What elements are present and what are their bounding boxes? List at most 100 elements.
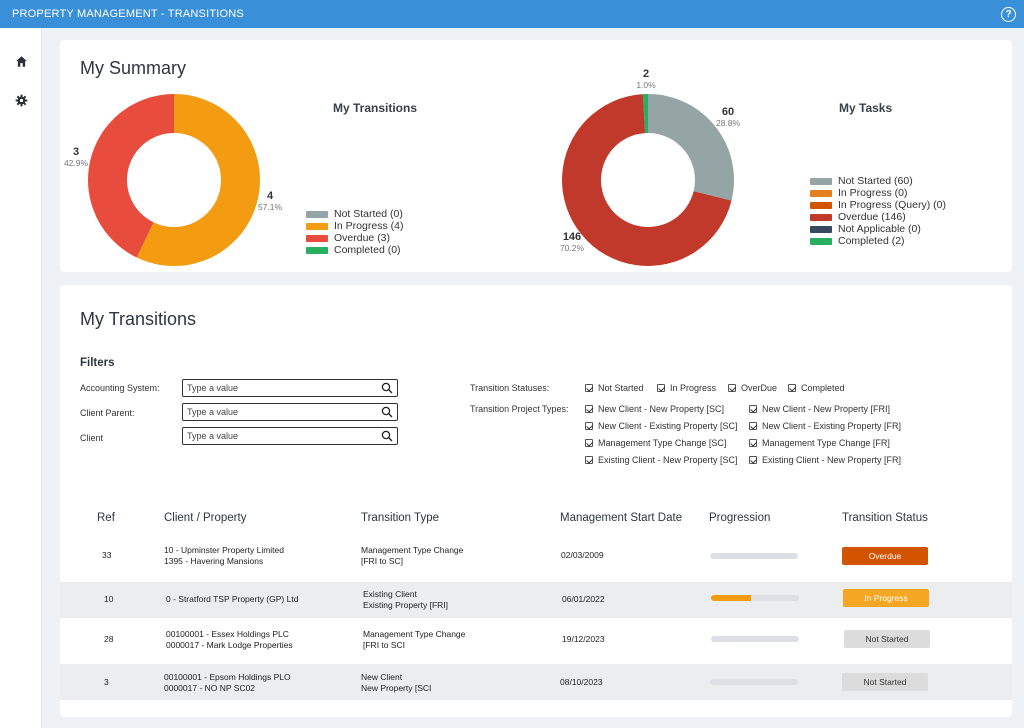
table-row[interactable]: 28 00100001 - Essex Holdings PLC 0000017 … xyxy=(60,620,1012,656)
status-badge[interactable]: Not Started xyxy=(844,630,930,648)
legend-label: Completed (0) xyxy=(334,244,401,256)
checkbox-label: OverDue xyxy=(741,383,778,393)
status-badge[interactable]: Overdue xyxy=(842,547,928,565)
checkbox-icon xyxy=(585,384,593,392)
checkbox-icon xyxy=(585,456,593,464)
status-checkbox-in-progress[interactable]: In Progress xyxy=(657,383,716,393)
checkbox-icon xyxy=(749,439,757,447)
legend-swatch xyxy=(810,237,832,245)
date-cell: 02/03/2009 xyxy=(561,550,604,560)
column-header-progression[interactable]: Progression xyxy=(709,512,771,524)
type-checkbox[interactable]: Management Type Change [FR] xyxy=(749,438,890,448)
donut-slice-overdue[interactable] xyxy=(562,94,732,266)
checkbox-label: Existing Client - New Property [SC] xyxy=(598,455,738,465)
client-field xyxy=(182,427,398,445)
legend-label: Not Applicable (0) xyxy=(838,223,921,235)
legend-item[interactable]: Completed (2) xyxy=(810,235,946,247)
donut-slice-in-progress[interactable] xyxy=(136,94,260,266)
column-header-ref[interactable]: Ref xyxy=(97,512,115,524)
checkbox-icon xyxy=(749,405,757,413)
legend-label: Completed (2) xyxy=(838,235,905,247)
legend-item[interactable]: Completed (0) xyxy=(306,244,403,256)
type-checkbox[interactable]: Management Type Change [SC] xyxy=(585,438,726,448)
checkbox-icon xyxy=(728,384,736,392)
column-header-management-start-date[interactable]: Management Start Date xyxy=(560,512,683,524)
legend-item[interactable]: Not Started (0) xyxy=(306,208,403,220)
legend-item[interactable]: In Progress (0) xyxy=(810,187,946,199)
type-cell: Management Type Change [FRI to SC] xyxy=(361,545,463,567)
legend-swatch xyxy=(306,222,328,230)
date-cell: 06/01/2022 xyxy=(562,594,605,604)
legend-item[interactable]: Overdue (146) xyxy=(810,211,946,223)
legend-swatch xyxy=(306,210,328,218)
progress-bar xyxy=(711,636,799,642)
status-checkbox-overdue[interactable]: OverDue xyxy=(728,383,777,393)
transitions-chart-title: My Transitions xyxy=(333,101,418,115)
help-icon[interactable]: ? xyxy=(1001,6,1016,22)
donut-label-count: 60 xyxy=(721,106,735,118)
donut-label-not-started: 60 28.8% xyxy=(707,106,749,128)
client-cell: 10 - Upminster Property Limited 1395 - Ha… xyxy=(164,545,284,567)
legend-item[interactable]: Not Started (60) xyxy=(810,175,946,187)
date-cell: 08/10/2023 xyxy=(560,677,603,687)
checkbox-label: New Client - New Property [SC] xyxy=(598,404,725,414)
legend-swatch xyxy=(810,213,832,221)
client-name: 00100001 - Epsom Holdings PLO xyxy=(164,672,291,682)
search-icon[interactable] xyxy=(381,430,393,442)
type-line2: Existing Property [FRI] xyxy=(363,600,449,610)
table-row[interactable]: 3 00100001 - Epsom Holdings PLO 0000017 -… xyxy=(60,664,1012,700)
type-line1: Management Type Change xyxy=(361,545,464,555)
transitions-heading: My Transitions xyxy=(80,309,197,329)
table-row[interactable]: 10 0 - Stratford TSP Property (GP) Ltd E… xyxy=(60,582,1012,618)
client-parent-label: Client Parent: xyxy=(80,408,135,418)
type-line2: [FRI to SC] xyxy=(361,556,404,566)
type-checkbox[interactable]: New Client - Existing Property [SC] xyxy=(585,421,738,431)
donut-slice-completed[interactable] xyxy=(642,94,648,134)
legend-item[interactable]: In Progress (Query) (0) xyxy=(810,199,946,211)
checkbox-label: Management Type Change [FR] xyxy=(762,438,890,448)
type-checkbox[interactable]: Existing Client - New Property [FR] xyxy=(749,455,901,465)
home-icon[interactable] xyxy=(13,53,29,69)
legend-label: In Progress (4) xyxy=(334,220,404,232)
type-checkbox[interactable]: Existing Client - New Property [SC] xyxy=(585,455,738,465)
type-cell: Existing Client Existing Property [FRI] xyxy=(363,589,448,611)
gear-icon[interactable] xyxy=(13,92,29,108)
donut-label-in-progress: 4 57.1% xyxy=(250,190,290,212)
date-cell: 19/12/2023 xyxy=(562,634,605,644)
status-badge[interactable]: Not Started xyxy=(842,673,928,691)
filters-heading: Filters xyxy=(80,357,115,369)
legend-item[interactable]: Not Applicable (0) xyxy=(810,223,946,235)
legend-label: Overdue (3) xyxy=(334,232,391,244)
checkbox-label: Not Started xyxy=(598,383,644,393)
legend-item[interactable]: Overdue (3) xyxy=(306,232,403,244)
legend-item[interactable]: In Progress (4) xyxy=(306,220,403,232)
type-checkbox[interactable]: New Client - Existing Property [FR] xyxy=(749,421,901,431)
checkbox-icon xyxy=(788,384,796,392)
donut-label-count: 4 xyxy=(266,190,274,202)
search-icon[interactable] xyxy=(381,406,393,418)
accounting-system-input[interactable] xyxy=(187,383,367,393)
client-parent-input[interactable] xyxy=(187,407,367,417)
column-header-transition-type[interactable]: Transition Type xyxy=(361,512,439,524)
legend-swatch xyxy=(810,201,832,209)
status-checkbox-completed[interactable]: Completed xyxy=(788,383,845,393)
tasks-chart-title: My Tasks xyxy=(839,101,893,115)
search-icon[interactable] xyxy=(381,382,393,394)
donut-slice-not-started[interactable] xyxy=(648,94,734,201)
donut-label-percent: 1.0% xyxy=(636,80,656,90)
status-badge[interactable]: In Progress xyxy=(843,589,929,607)
donut-slice-overdue[interactable] xyxy=(88,94,174,258)
status-checkbox-not-started[interactable]: Not Started xyxy=(585,383,644,393)
column-header-transition-status[interactable]: Transition Status xyxy=(842,512,928,524)
side-nav xyxy=(0,28,42,728)
checkbox-label: New Client - Existing Property [SC] xyxy=(598,421,738,431)
column-header-client-property[interactable]: Client / Property xyxy=(164,512,247,524)
client-input[interactable] xyxy=(187,431,367,441)
checkbox-label: Completed xyxy=(801,383,845,393)
table-row[interactable]: 33 10 - Upminster Property Limited 1395 -… xyxy=(60,538,1012,574)
type-checkbox[interactable]: New Client - New Property [FRI] xyxy=(749,404,890,414)
type-line1: Management Type Change xyxy=(363,629,466,639)
legend-label: In Progress (0) xyxy=(838,187,908,199)
type-checkbox[interactable]: New Client - New Property [SC] xyxy=(585,404,724,414)
progress-bar xyxy=(711,595,799,601)
